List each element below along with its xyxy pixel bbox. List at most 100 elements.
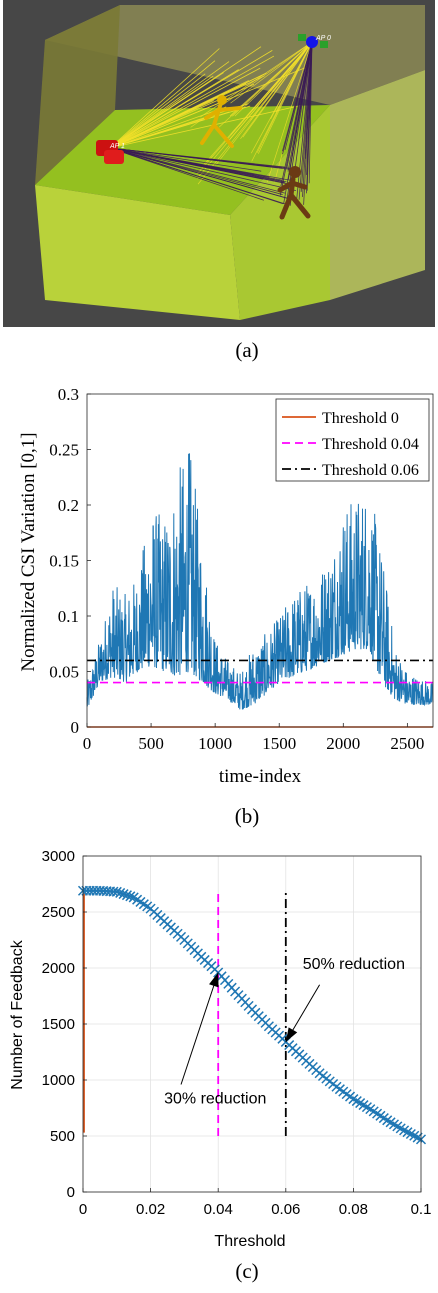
c-marker-stroke (385, 1117, 396, 1128)
ray-ap0-purple (298, 41, 313, 200)
ray-ap1-yellow (109, 67, 261, 149)
ap1-label: AP 1 (109, 143, 125, 150)
csi-variation-chart: 0 500 1000 1500 2000 2500 0 0.05 0.1 0.15 0.2 0.25 0… (18, 385, 434, 828)
c-marker-stroke (121, 890, 132, 901)
c-annotation-arrow-head (285, 1027, 298, 1042)
ray-ap0-purple (295, 41, 313, 205)
ray-ap0-yellow (242, 41, 313, 138)
c-marker-stroke (111, 886, 122, 897)
ray-ap0-purple (283, 41, 313, 205)
c-marker-stroke (358, 1100, 369, 1111)
c-marker-stroke (142, 901, 153, 912)
ray-ap1-purple (109, 147, 286, 184)
signal-rays-ap0 (109, 41, 313, 206)
person-yellow (200, 95, 242, 148)
ray-ap0-yellow (230, 41, 313, 135)
b-xtick-label: 1000 (198, 734, 232, 753)
c-ylabel: Number of Feedback (9, 939, 26, 1089)
b-legend-label: Threshold 0.04 (322, 436, 419, 453)
caption-a: (a) (235, 338, 258, 362)
c-marker-stroke (392, 1121, 403, 1132)
signal-rays-ap1 (109, 41, 313, 185)
c-marker-stroke (128, 892, 139, 903)
c-marker-stroke (405, 1128, 416, 1140)
b-legend: Threshold 0 Threshold 0.04 Threshold 0.06 (275, 398, 430, 482)
ray-ap1-purple (109, 147, 283, 169)
b-xtick-label: 500 (138, 734, 164, 753)
b-ytick-label: 0.25 (49, 441, 79, 460)
c-ytick-label: 0 (67, 1184, 75, 1201)
c-marker-stroke (395, 1123, 406, 1134)
c-marker-x (115, 887, 126, 898)
c-ytick-label: 2500 (42, 904, 75, 921)
b-series-csi-variation (86, 453, 434, 710)
b-ylabel: Normalized CSI Variation [0,1] (18, 432, 39, 671)
c-marker-stroke (378, 1113, 389, 1124)
ray-ap1-yellow (109, 105, 251, 149)
ray-ap1-purple (109, 147, 293, 182)
c-annotation-label: 50% reduction (303, 956, 405, 973)
room-front-face (35, 185, 240, 320)
c-annotation-arrow-line (180, 972, 219, 1085)
caption-b: (b) (235, 804, 260, 828)
ray-ap1-yellow (109, 69, 239, 149)
c-ytick-label: 1500 (42, 1016, 75, 1033)
c-marker-stroke (399, 1125, 410, 1136)
panel-b: 0 500 1000 1500 2000 2500 0 0.05 0.1 0.15 0.2 0.25 0… (0, 370, 438, 830)
ray-ap1-purple (109, 147, 287, 199)
c-ytick-label: 2000 (42, 960, 75, 977)
c-marker-stroke (388, 1119, 399, 1130)
c-marker-stroke (132, 894, 143, 905)
ray-ap1-purple (109, 147, 264, 201)
access-point-0: AP 0 (298, 34, 331, 48)
c-marker-stroke (138, 899, 149, 910)
room-left-face (35, 5, 120, 185)
c-marker-stroke (355, 1098, 366, 1109)
ray-ap1-purple (109, 147, 288, 205)
b-xtick-label: 1500 (262, 734, 296, 753)
c-marker-stroke (375, 1110, 386, 1121)
c-xlabel: Threshold (214, 1233, 285, 1250)
panel-c: 0 0.02 0.04 0.06 0.08 0.1 0 500 1000 1500 2000 2500… (0, 830, 438, 1288)
b-ytick-label: 0.15 (49, 552, 79, 571)
ray-ap1-purple (109, 147, 262, 172)
b-legend-box (275, 398, 430, 482)
c-ytick-label: 1000 (42, 1072, 75, 1089)
c-xtick-label: 0.02 (136, 1201, 165, 1218)
c-marker-stroke (135, 896, 146, 907)
ray-ap1-yellow (109, 98, 230, 149)
c-xtick-label: 0 (79, 1201, 87, 1218)
c-xtick-label: 0.06 (271, 1201, 300, 1218)
ray-ap1-yellow (109, 73, 206, 149)
ray-ap0-yellow (251, 41, 313, 162)
c-marker-stroke (115, 887, 126, 898)
c-marker-x (121, 890, 132, 901)
room-3d-scene: AP 1 AP 0 (a) (3, 0, 435, 362)
b-ytick-label: 0.05 (49, 663, 79, 682)
ray-ap1-yellow (109, 104, 303, 149)
c-xtick-label: 0.08 (339, 1201, 368, 1218)
ray-ap0-yellow (256, 41, 313, 108)
ray-ap0-purple (282, 41, 313, 155)
c-marker-stroke (118, 889, 129, 900)
c-marker-x (111, 886, 122, 897)
ray-ap1-purple (109, 147, 296, 191)
caption-c: (c) (235, 1259, 258, 1283)
b-ytick-label: 0.3 (58, 385, 79, 404)
b-xtick-label: 0 (83, 734, 92, 753)
c-marker-stroke (351, 1096, 362, 1107)
room-right-face (330, 70, 425, 300)
b-xtick-label: 2500 (390, 734, 424, 753)
b-ytick-label: 0.1 (58, 607, 79, 626)
ray-ap0-purple (280, 41, 313, 187)
ray-ap1-yellow (109, 61, 230, 149)
room-top-face (45, 5, 425, 105)
c-marker-stroke (365, 1104, 376, 1115)
access-point-1: AP 1 (96, 140, 125, 164)
c-marker-stroke (368, 1106, 379, 1117)
ray-ap0-purple (302, 41, 313, 197)
b-ytick-label: 0.2 (58, 496, 79, 515)
c-annotation-label: 30% reduction (164, 1091, 266, 1108)
ray-ap1-yellow (109, 72, 224, 149)
ray-ap0-yellow (270, 41, 313, 119)
